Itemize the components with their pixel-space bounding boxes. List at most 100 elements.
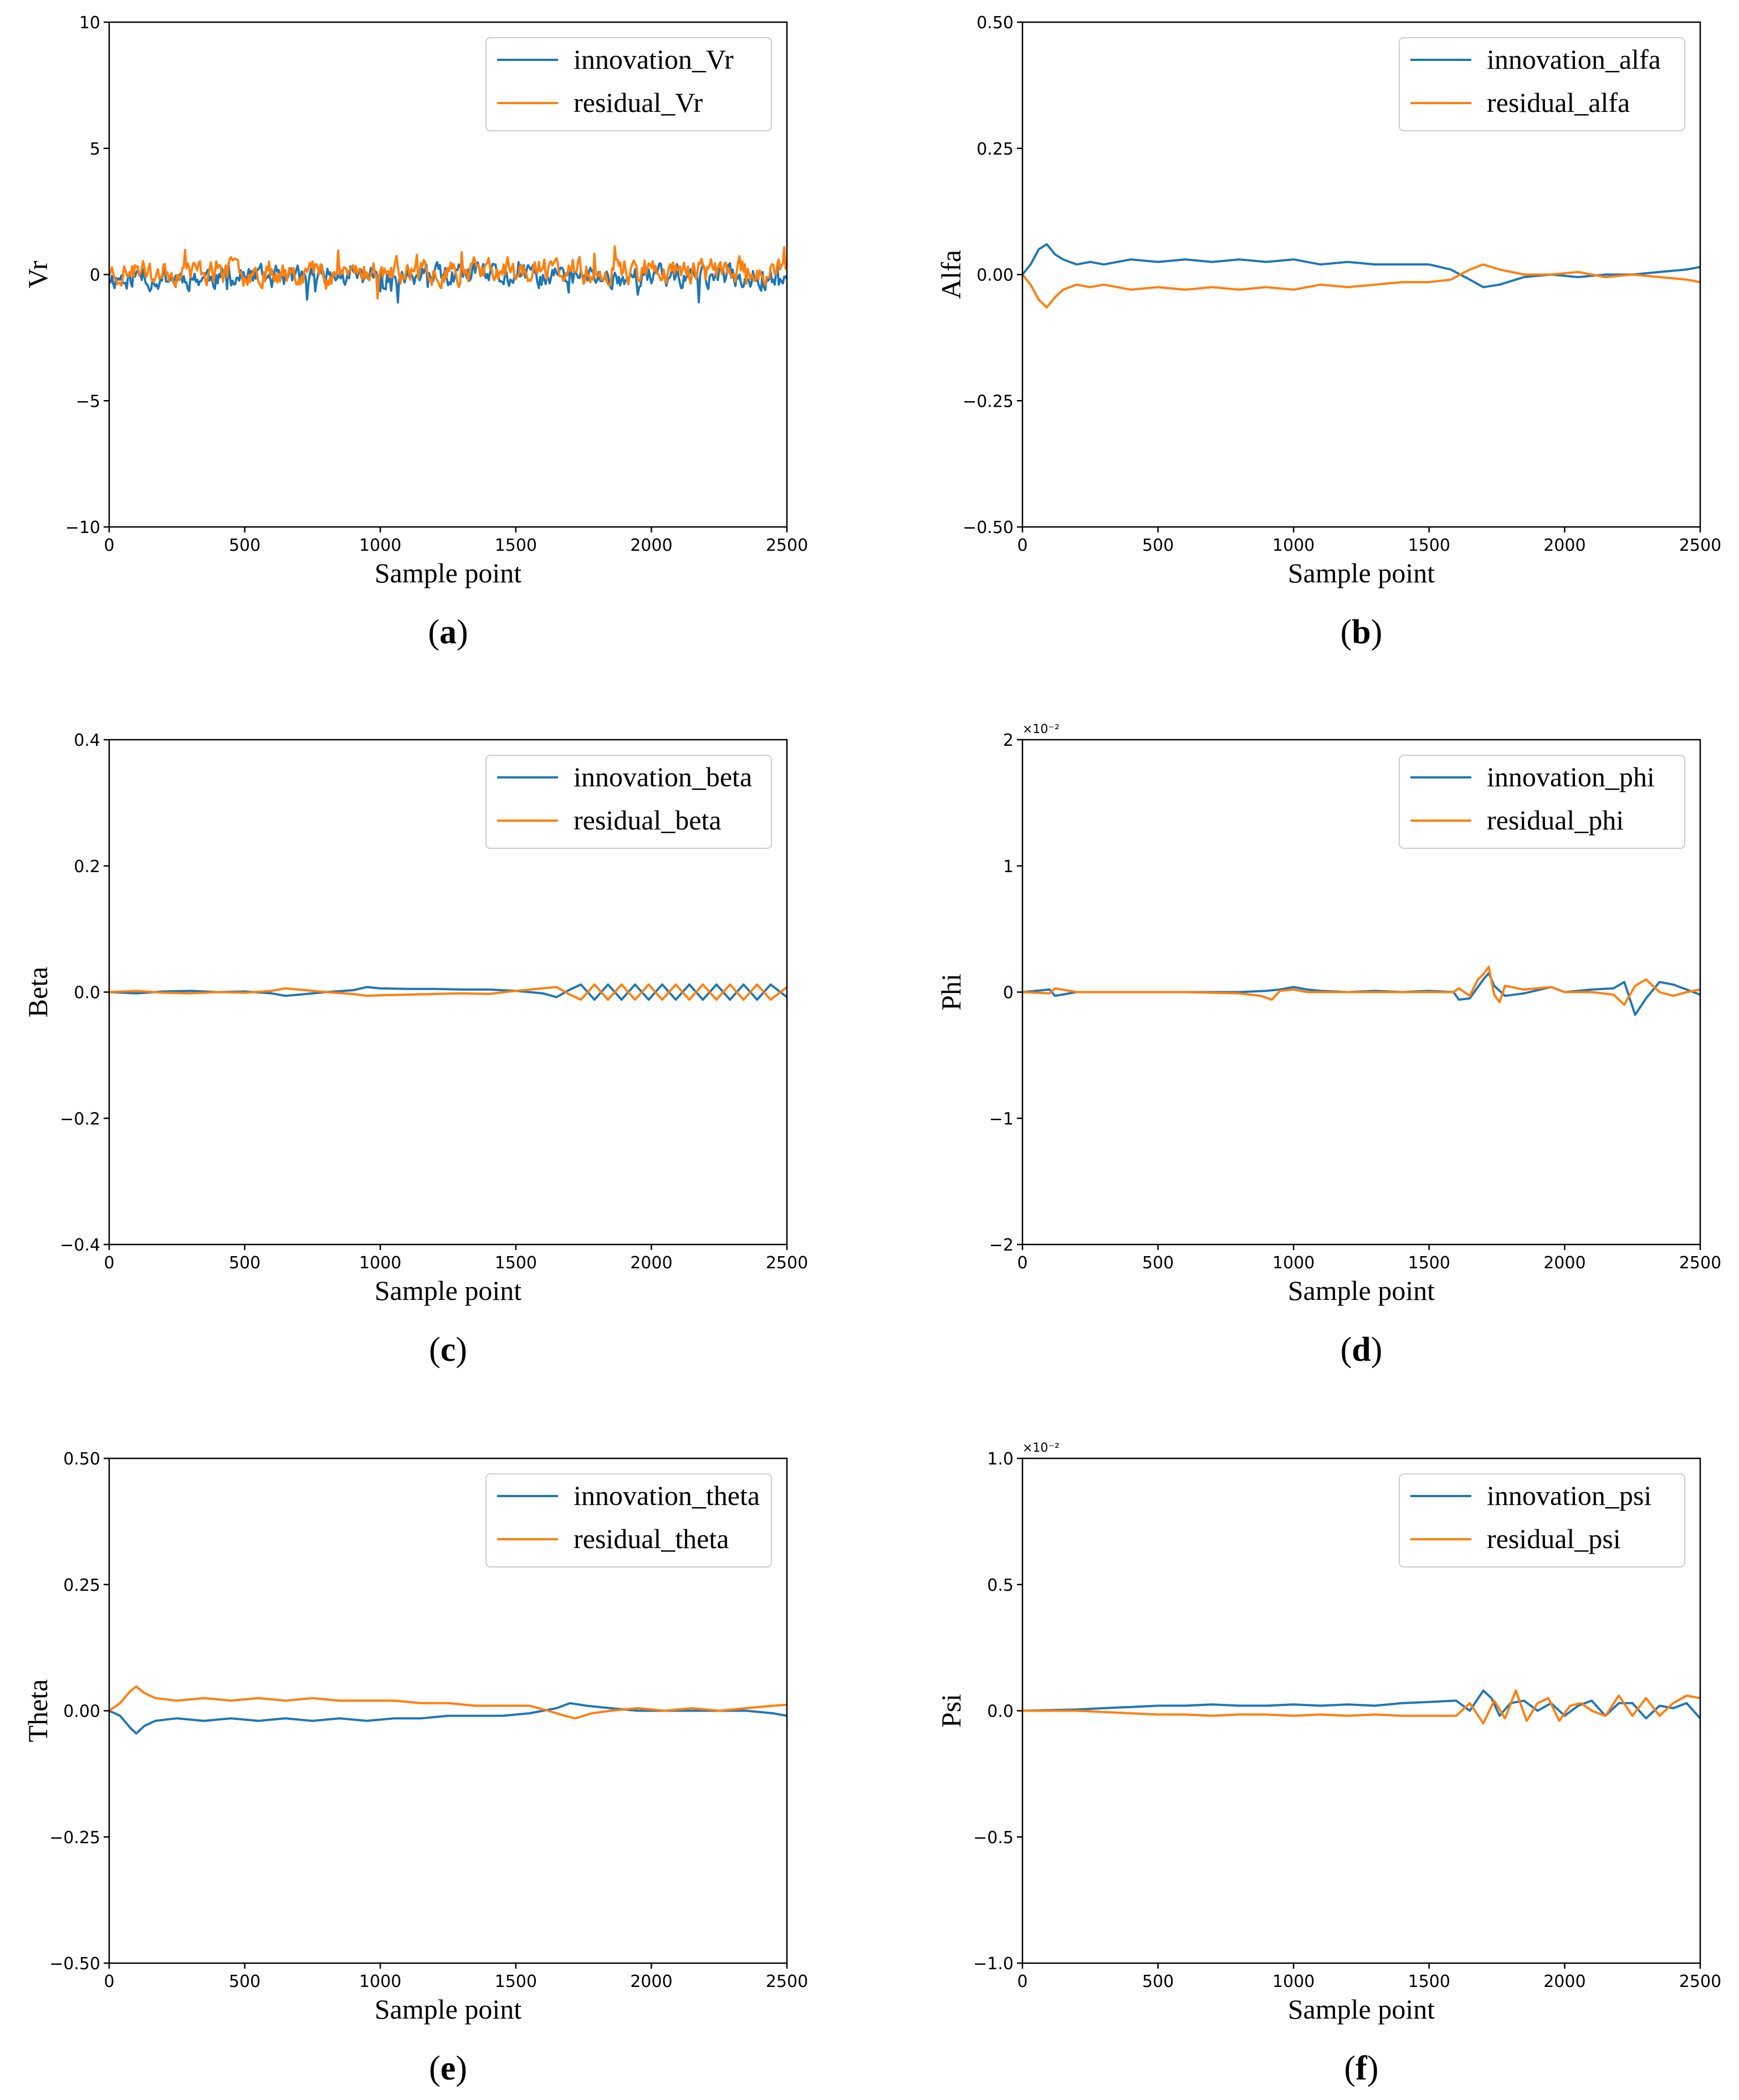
y-tick-label: −0.50: [49, 1954, 100, 1974]
panel-caption: (e): [429, 2050, 467, 2087]
panel-caption: (a): [428, 613, 468, 651]
panel-caption: (c): [429, 1331, 467, 1369]
panel-a: 0 500 1000 1500 2000 2500 −10 −5 0 5 10 Sample poin…: [22, 13, 808, 651]
x-tick-label: 0: [1017, 536, 1027, 555]
legend-label: residual_beta: [574, 805, 722, 836]
legend-label: residual_phi: [1487, 805, 1624, 836]
x-tick-label: 2500: [1679, 536, 1721, 555]
axis-multiplier: ×10⁻²: [1022, 723, 1060, 736]
x-tick-label: 2000: [1543, 1253, 1585, 1273]
series-line-residual_theta: [109, 1685, 787, 1720]
y-tick-label: −0.25: [49, 1828, 100, 1847]
x-tick-label: 2500: [766, 1972, 808, 1991]
x-tick-label: 1000: [1272, 1253, 1315, 1273]
x-tick-label: 500: [229, 1253, 260, 1273]
panel-caption: (b): [1341, 613, 1383, 651]
y-tick-label: 0.0: [74, 984, 100, 1003]
axis-multiplier: ×10⁻²: [1022, 1441, 1060, 1455]
x-tick-label: 0: [1017, 1972, 1027, 1991]
x-tick-label: 1500: [1408, 1972, 1450, 1991]
x-axis-title: Sample point: [375, 1275, 521, 1306]
y-tick-label: 0.25: [63, 1576, 100, 1595]
y-tick-label: 0.00: [976, 266, 1014, 285]
x-tick-label: 2000: [630, 1253, 672, 1273]
y-tick-label: 0.0: [987, 1702, 1014, 1722]
legend: innovation_phi residual_phi: [1399, 755, 1685, 849]
x-tick-label: 1500: [495, 1253, 537, 1273]
y-tick-label: 0.4: [74, 731, 100, 750]
legend-label: residual_psi: [1487, 1523, 1621, 1554]
y-tick-label: 0: [1003, 984, 1014, 1003]
series-line-innovation_beta: [109, 983, 787, 1001]
panel-caption: (f): [1344, 2050, 1379, 2087]
x-tick-label: 500: [229, 1972, 260, 1991]
y-tick-label: −1.0: [973, 1954, 1014, 1974]
series-line-residual_beta: [109, 983, 787, 1001]
series-line-residual_Vr: [109, 245, 787, 300]
y-tick-label: −0.2: [60, 1109, 100, 1129]
y-tick-label: 2: [1003, 731, 1014, 750]
x-tick-label: 1500: [495, 1972, 537, 1991]
legend-label: residual_theta: [574, 1523, 729, 1554]
x-tick-label: 1000: [359, 536, 401, 555]
x-tick-label: 2500: [766, 536, 808, 555]
x-tick-label: 2500: [766, 1253, 808, 1273]
x-tick-label: 2000: [630, 1972, 672, 1991]
legend-label: innovation_theta: [574, 1480, 760, 1511]
y-axis-title: Beta: [22, 967, 53, 1018]
y-axis-title: Alfa: [935, 250, 966, 299]
y-tick-label: 0.2: [74, 857, 100, 877]
x-tick-label: 500: [1142, 1972, 1174, 1991]
y-axis-title: Theta: [22, 1679, 53, 1743]
legend-label: innovation_alfa: [1487, 44, 1661, 75]
series-line-innovation_alfa: [1022, 243, 1700, 289]
y-tick-label: 5: [90, 140, 100, 159]
y-axis-title: Psi: [935, 1694, 966, 1728]
y-tick-label: −2: [989, 1236, 1014, 1255]
panel-caption: (d): [1341, 1331, 1383, 1369]
y-tick-label: 0.5: [987, 1576, 1014, 1595]
legend-label: innovation_psi: [1487, 1480, 1651, 1511]
y-tick-label: 0: [90, 266, 100, 285]
legend-label: innovation_Vr: [574, 44, 734, 75]
x-tick-label: 1500: [1408, 1253, 1450, 1273]
legend: innovation_alfa residual_alfa: [1399, 37, 1685, 131]
x-tick-label: 2500: [1679, 1972, 1721, 1991]
x-tick-label: 1000: [1272, 536, 1315, 555]
panel-f: 0 500 1000 1500 2000 2500 −1.0 −0.5 0.0 0.5 1.0 ×10…: [935, 1441, 1721, 2087]
x-tick-label: 2000: [630, 536, 672, 555]
legend-label: innovation_phi: [1487, 761, 1655, 792]
x-tick-label: 0: [1017, 1253, 1027, 1273]
y-tick-label: 10: [79, 13, 100, 33]
legend: innovation_psi residual_psi: [1399, 1473, 1685, 1568]
y-tick-label: 1.0: [987, 1449, 1014, 1469]
x-axis-title: Sample point: [375, 1994, 521, 2025]
legend-label: innovation_beta: [574, 761, 752, 792]
y-tick-label: −0.5: [973, 1828, 1014, 1847]
x-tick-label: 500: [1142, 1253, 1174, 1273]
series-line-residual_alfa: [1022, 263, 1700, 309]
x-tick-label: 0: [104, 1972, 114, 1991]
x-tick-label: 2000: [1543, 536, 1585, 555]
y-axis-title: Vr: [22, 260, 53, 288]
y-tick-label: −1: [989, 1109, 1014, 1129]
x-axis-title: Sample point: [1288, 557, 1435, 588]
x-tick-label: 2500: [1679, 1253, 1721, 1273]
series-line-residual_psi: [1022, 1689, 1700, 1725]
panel-e: 0 500 1000 1500 2000 2500 −0.50 −0.25 0.00 0.25 0.…: [22, 1449, 808, 2087]
legend-label: residual_Vr: [574, 87, 703, 118]
x-tick-label: 2000: [1543, 1972, 1585, 1991]
x-tick-label: 1000: [1272, 1972, 1315, 1991]
legend: innovation_beta residual_beta: [485, 755, 772, 849]
x-axis-title: Sample point: [1288, 1275, 1435, 1306]
panel-d: 0 500 1000 1500 2000 2500 −2 −1 0 1 2 ×10⁻² Sample p…: [935, 723, 1721, 1369]
series-line-residual_phi: [1022, 965, 1700, 1006]
series-line-innovation_theta: [109, 1702, 787, 1735]
y-tick-label: −0.4: [60, 1236, 100, 1255]
y-tick-label: 0.50: [976, 13, 1014, 33]
y-tick-label: −10: [65, 518, 100, 537]
legend: innovation_Vr residual_Vr: [485, 37, 772, 131]
x-tick-label: 0: [104, 1253, 114, 1273]
y-tick-label: −5: [76, 392, 100, 411]
